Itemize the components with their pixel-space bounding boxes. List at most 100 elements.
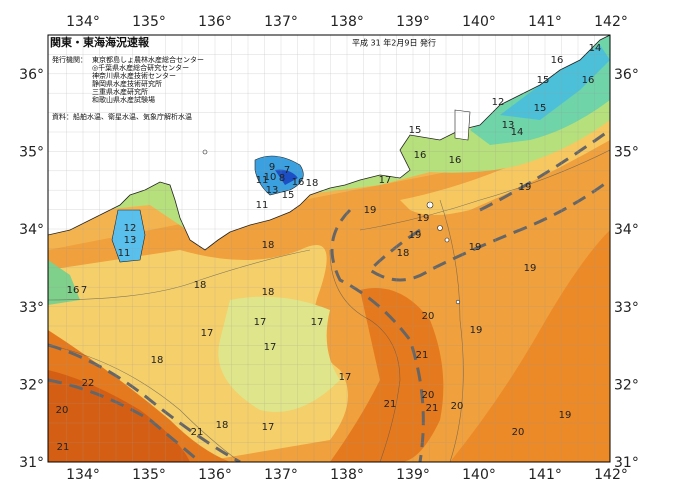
contour-label: 20	[422, 390, 435, 401]
contour-label: 17	[201, 328, 214, 339]
issue-date: 平成 31 年2月9日 発行	[352, 38, 436, 48]
contour-label: 19	[470, 325, 483, 336]
lon-label-bottom: 142°	[594, 467, 628, 483]
contour-label: 17	[379, 175, 392, 186]
contour-label: 12	[492, 97, 505, 108]
contour-label: 20	[512, 427, 525, 438]
contour-label: 11	[256, 200, 269, 211]
contour-label: 14	[589, 43, 602, 54]
issuer-label: 発行機関：	[52, 55, 87, 64]
contour-label: 21	[426, 403, 439, 414]
issuer: 和歌山県水産試験場	[92, 95, 155, 104]
contour-label: 17	[339, 372, 352, 383]
lat-label: 31°	[19, 455, 44, 471]
issuer: 三重県水産研究所	[92, 87, 148, 96]
lon-label-bottom: 141°	[528, 467, 562, 483]
contour-label: 16	[414, 150, 427, 161]
lon-label-bottom: 140°	[462, 467, 496, 483]
contour-label: 21	[191, 427, 204, 438]
contour-label: 11	[256, 175, 269, 186]
lat-label-right: 31°	[614, 455, 639, 471]
contour-label: 7	[81, 285, 87, 296]
lon-label: 140°	[462, 14, 496, 30]
lat-label-right: 32°	[614, 377, 639, 393]
lat-label-right: 35°	[614, 145, 639, 161]
contour-label: 10	[264, 172, 277, 183]
contour-label: 15	[534, 103, 547, 114]
contour-label: 17	[262, 422, 275, 433]
contour-label: 19	[524, 263, 537, 274]
lat-label: 34°	[19, 222, 44, 238]
contour-label: 13	[502, 120, 515, 131]
contour-label: 18	[194, 280, 207, 291]
contour-label: 7	[284, 165, 290, 176]
contour-label: 9	[269, 162, 275, 173]
lon-label: 138°	[330, 14, 364, 30]
contour-label: 16	[67, 285, 80, 296]
contour-label: 16	[292, 177, 305, 188]
contour-label: 15	[409, 125, 422, 136]
contour-label: 16	[582, 75, 595, 86]
lat-label-right: 33°	[614, 300, 639, 316]
lon-label: 137°	[264, 14, 298, 30]
contour-label: 15	[537, 75, 550, 86]
lat-label: 33°	[19, 300, 44, 316]
contour-label: 22	[82, 378, 95, 389]
contour-label: 17	[254, 317, 267, 328]
contour-label: 18	[262, 240, 275, 251]
contour-label: 18	[397, 248, 410, 259]
lat-label: 36°	[19, 67, 44, 83]
issuer: ◎千葉県水産総合研究センター	[92, 63, 189, 72]
contour-label: 13	[266, 185, 279, 196]
lon-label-bottom: 134°	[66, 467, 100, 483]
title: 関東・東海海況速報	[50, 35, 150, 49]
lon-label: 136°	[198, 14, 232, 30]
contour-label: 19	[469, 242, 482, 253]
contour-label: 21	[57, 442, 70, 453]
contour-label: 20	[422, 311, 435, 322]
contour-label: 16	[449, 155, 462, 166]
contour-label: 15	[282, 190, 295, 201]
contour-label: 13	[124, 235, 137, 246]
lon-label-bottom: 137°	[264, 467, 298, 483]
lon-label-bottom: 139°	[396, 467, 430, 483]
lon-label-bottom: 138°	[330, 467, 364, 483]
contour-label: 18	[216, 420, 229, 431]
contour-label: 14	[511, 127, 524, 138]
lon-label: 139°	[396, 14, 430, 30]
contour-label: 19	[559, 410, 572, 421]
lat-label-right: 34°	[614, 222, 639, 238]
contour-label: 19	[364, 205, 377, 216]
contour-label: 16	[551, 55, 564, 66]
contour-label: 18	[262, 287, 275, 298]
map-frame	[47, 34, 611, 463]
lon-label: 135°	[132, 14, 166, 30]
contour-label: 11	[118, 248, 131, 259]
contour-label: 21	[416, 350, 429, 361]
contour-label: 19	[417, 213, 430, 224]
contour-label: 21	[384, 399, 397, 410]
contour-label: 18	[151, 355, 164, 366]
contour-label: 20	[451, 401, 464, 412]
issuer: 東京都島しょ農林水産総合センター	[92, 55, 204, 64]
issuer: 神奈川県水産技術センター	[92, 71, 176, 80]
contour-label: 19	[519, 182, 532, 193]
contour-label: 17	[311, 317, 324, 328]
contour-label: 12	[124, 223, 137, 234]
contour-label: 17	[264, 342, 277, 353]
contour-label: 8	[279, 173, 285, 184]
contour-label: 19	[409, 230, 422, 241]
lon-label: 142°	[594, 14, 628, 30]
contour-label: 18	[306, 178, 319, 189]
lat-label: 35°	[19, 145, 44, 161]
lat-label-right: 36°	[614, 67, 639, 83]
contour-label: 20	[56, 405, 69, 416]
lon-label: 134°	[66, 14, 100, 30]
issuer: 静岡県水産技術研究所	[92, 79, 162, 88]
lat-label: 32°	[19, 377, 44, 393]
source: 資料：船舶水温、衛星水温、気象庁解析水温	[52, 112, 192, 121]
lon-label: 141°	[528, 14, 562, 30]
lon-label-bottom: 136°	[198, 467, 232, 483]
